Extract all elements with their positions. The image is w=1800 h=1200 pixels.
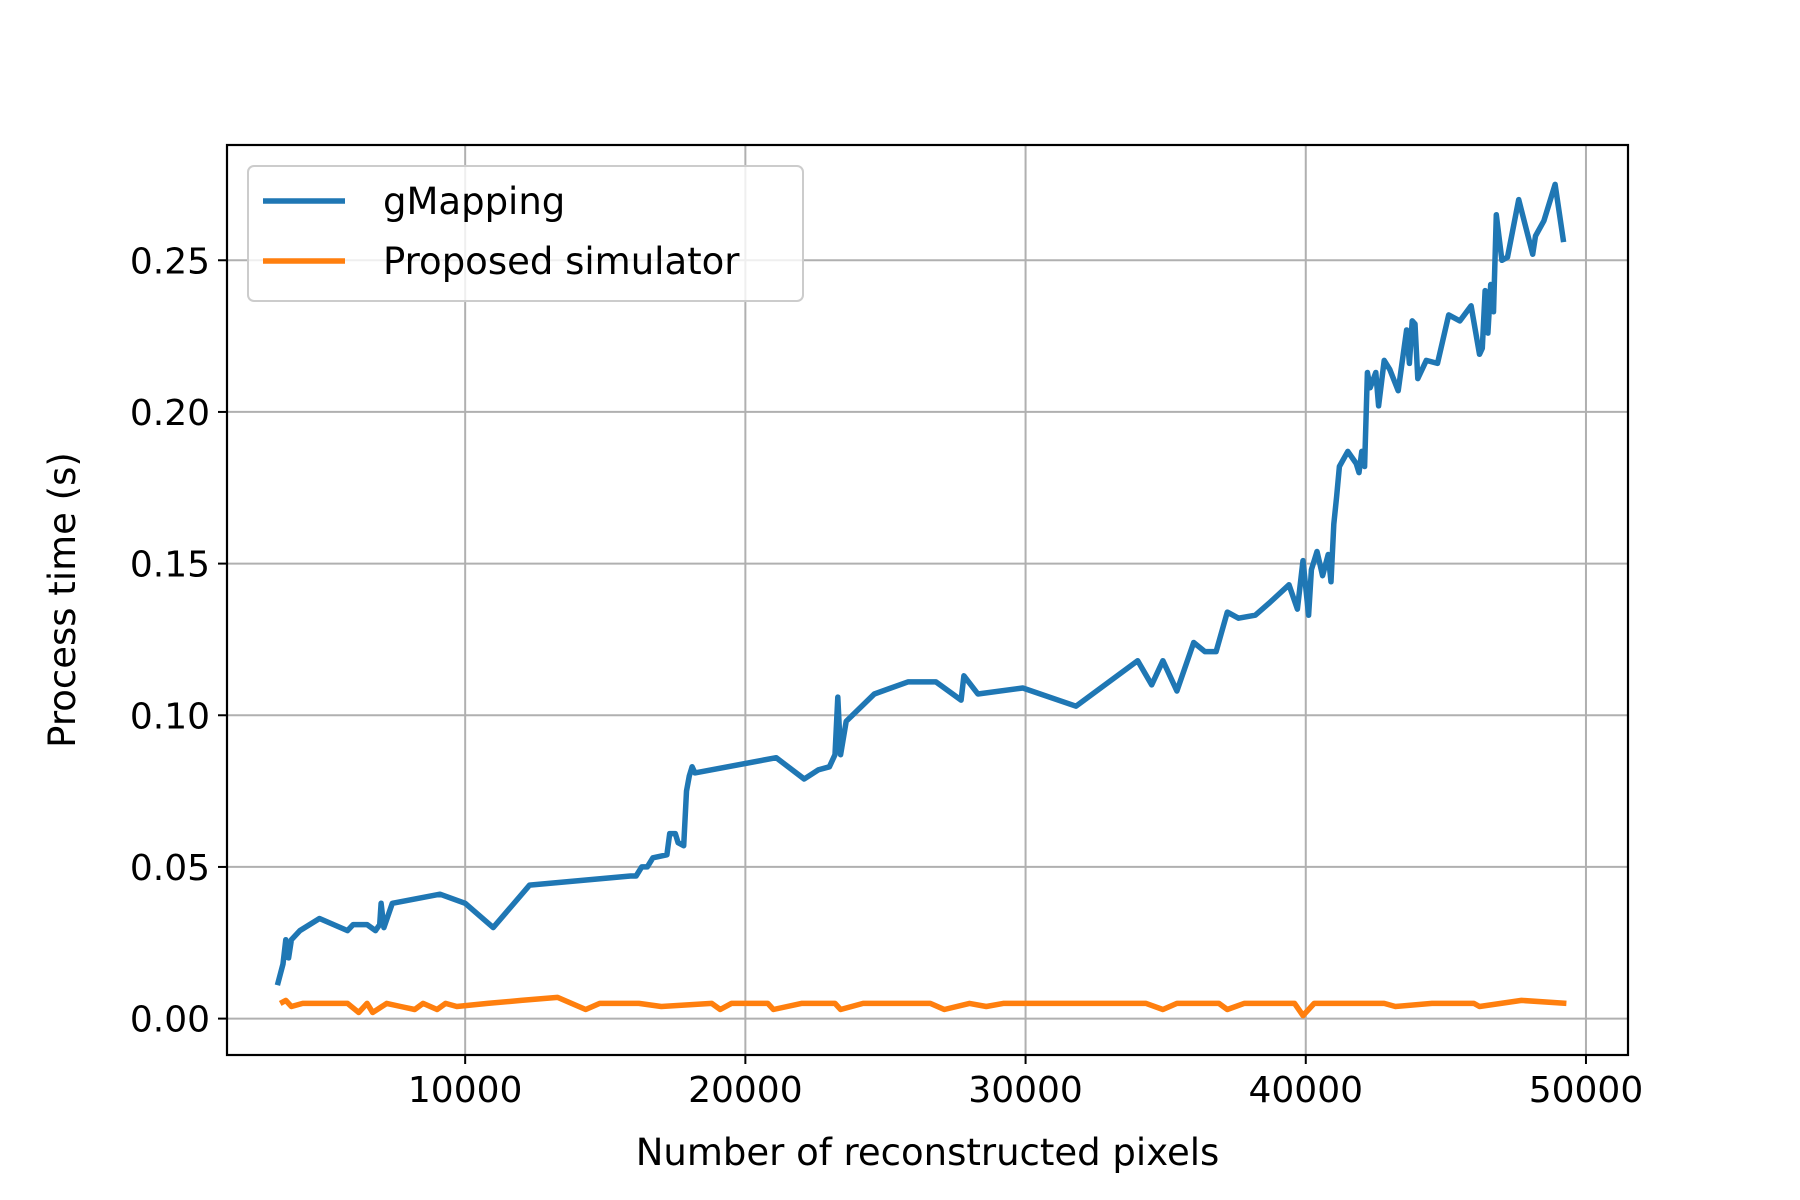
x-tick-label: 40000 [1249, 1070, 1364, 1111]
y-tick-label: 0.15 [130, 545, 210, 586]
x-tick-label: 20000 [688, 1070, 803, 1111]
legend: gMapping Proposed simulator [247, 165, 804, 302]
y-axis-label: Process time (s) [41, 452, 84, 748]
series-layer [274, 181, 1567, 1019]
x-tick-label: 50000 [1529, 1070, 1644, 1111]
series-line-proposed-simulator [278, 994, 1567, 1019]
series-line-gmapping [274, 181, 1567, 986]
x-tick-label: 30000 [968, 1070, 1083, 1111]
legend-entry-label: Proposed simulator [383, 240, 740, 283]
y-axis-ticks: 0.00 0.05 0.10 0.15 0.20 0.25 [130, 241, 227, 1041]
legend-box [247, 165, 804, 302]
y-tick-label: 0.25 [130, 241, 210, 282]
grid-lines [227, 145, 1628, 1055]
y-tick-label: 0.20 [130, 393, 210, 434]
legend-entry-label: gMapping [383, 180, 565, 223]
plot-frame [225, 143, 1630, 1057]
x-axis-ticks: 10000 20000 30000 40000 50000 [408, 1055, 1643, 1111]
y-tick-label: 0.00 [130, 1000, 210, 1041]
y-tick-label: 0.10 [130, 696, 210, 737]
x-tick-label: 10000 [408, 1070, 523, 1111]
y-tick-label: 0.05 [130, 848, 210, 889]
x-axis-label: Number of reconstructed pixels [636, 1131, 1220, 1174]
